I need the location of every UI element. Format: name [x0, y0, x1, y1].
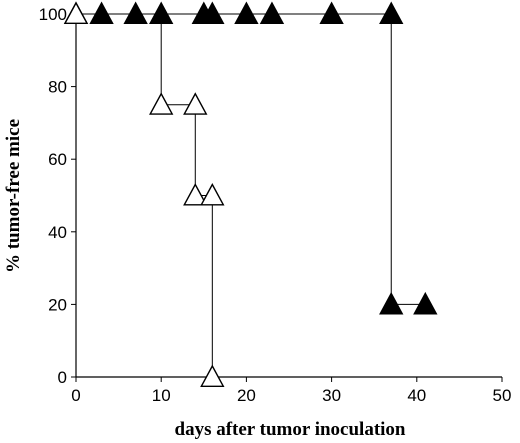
- x-tick-label: 0: [71, 386, 80, 405]
- series-1-point: [200, 1, 225, 25]
- y-tick-label: 40: [48, 223, 67, 242]
- x-tick-label: 20: [237, 386, 256, 405]
- y-tick-label: 20: [48, 295, 67, 314]
- y-tick-label: 80: [48, 78, 67, 97]
- series-layer: [63, 1, 438, 388]
- series-2-point: [183, 92, 208, 115]
- series-1-point: [379, 1, 404, 25]
- series-2-point: [200, 183, 225, 206]
- series-1-point: [234, 1, 259, 25]
- x-tick-label: 10: [152, 386, 171, 405]
- y-tick-label: 0: [58, 368, 67, 387]
- series-1-point: [379, 291, 404, 315]
- series-1-point: [413, 291, 438, 315]
- series-1-line: [76, 13, 426, 305]
- series-1-point: [89, 1, 114, 25]
- series-2-point: [200, 364, 225, 388]
- x-tick-label: 30: [322, 386, 341, 405]
- y-axis-title: % tumor-free mice: [3, 119, 24, 273]
- series-1-point: [123, 1, 148, 25]
- x-tick-label: 40: [407, 386, 426, 405]
- axes: 0 10 20 30 40 50 0 20 40 60 80 100: [39, 5, 512, 405]
- series-1-point: [259, 1, 285, 25]
- series-1-point: [319, 1, 344, 25]
- x-tick-label: 50: [493, 386, 512, 405]
- y-tick-label: 100: [39, 5, 67, 24]
- series-2-point: [149, 92, 174, 115]
- series-2-point: [183, 183, 208, 206]
- y-tick-label: 60: [48, 150, 67, 169]
- series-2-point: [63, 1, 89, 25]
- x-axis-title: days after tumor inoculation: [175, 419, 406, 440]
